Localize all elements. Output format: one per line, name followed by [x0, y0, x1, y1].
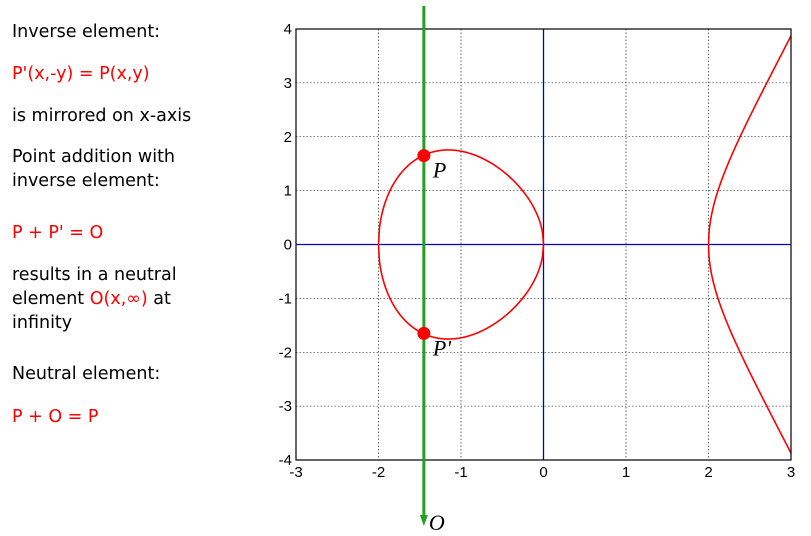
curve-point — [417, 149, 431, 163]
x-tick-label: 3 — [787, 464, 795, 481]
y-tick-label: -2 — [279, 344, 292, 361]
inverse-element-heading: Inverse element: — [12, 22, 161, 42]
mirrored-text: is mirrored on x-axis — [12, 106, 192, 126]
curve-open-component — [707, 35, 792, 454]
y-tick-label: -3 — [279, 398, 292, 415]
point-label: P' — [432, 335, 451, 360]
y-tick-label: 2 — [284, 129, 292, 146]
x-tick-label: -2 — [372, 464, 385, 481]
x-tick-label: 2 — [704, 464, 712, 481]
point-label: P — [432, 158, 446, 183]
arrow-head-icon — [419, 515, 428, 526]
y-tick-label: -1 — [279, 290, 292, 307]
y-tick-label: 4 — [284, 21, 292, 38]
neutral-result-line2: element O(x,∞) at — [12, 287, 171, 311]
inverse-element-formula: P'(x,-y) = P(x,y) — [12, 64, 150, 84]
point-addition-formula: P + P' = O — [12, 223, 104, 243]
curve-point — [417, 326, 431, 340]
x-tick-label: -1 — [454, 464, 467, 481]
y-tick-label: -4 — [279, 452, 292, 469]
neutral-result-suffix: at — [147, 289, 171, 309]
plot-frame — [295, 28, 792, 461]
points-layer: P P' — [417, 149, 451, 360]
neutral-result-prefix: element — [12, 289, 90, 309]
curve-closed-component — [377, 149, 545, 340]
x-tick-label: 1 — [622, 464, 630, 481]
y-tick-label: 3 — [284, 75, 292, 92]
x-tick-label: 0 — [539, 464, 547, 481]
neutral-element-formula: P + O = P — [12, 407, 99, 427]
y-tick-label: 1 — [284, 183, 292, 200]
neutral-element-symbol: O(x,∞) — [89, 289, 148, 309]
y-tick-label: 0 — [284, 237, 292, 254]
infinity-point-label: O — [429, 510, 445, 535]
neutral-result-line1: results in a neutral — [12, 265, 177, 285]
neutral-element-heading: Neutral element: — [12, 364, 161, 384]
x-tick-label: -3 — [289, 464, 302, 481]
point-addition-text-line2: inverse element: — [12, 171, 160, 191]
neutral-result-line3: infinity — [12, 313, 73, 333]
point-addition-text-line1: Point addition with — [12, 147, 176, 167]
